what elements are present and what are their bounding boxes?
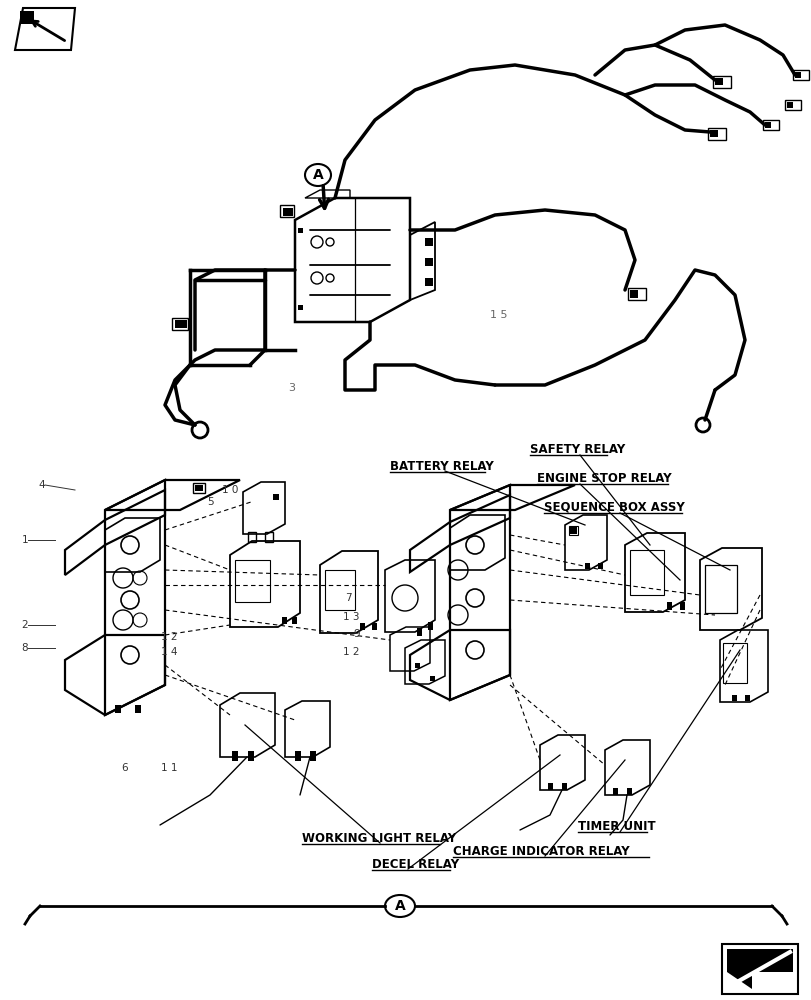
Bar: [414, 663, 419, 668]
Bar: [430, 676, 435, 681]
Bar: [721, 944, 797, 994]
Text: TIMER UNIT: TIMER UNIT: [577, 820, 654, 833]
Bar: [709, 130, 717, 137]
Bar: [292, 617, 297, 624]
Bar: [704, 565, 736, 613]
Bar: [135, 705, 141, 713]
Text: SEQUENCE BOX ASSY: SEQUENCE BOX ASSY: [543, 501, 684, 514]
Bar: [547, 783, 552, 790]
Bar: [629, 290, 637, 298]
Bar: [784, 100, 800, 110]
Text: BATTERY RELAY: BATTERY RELAY: [389, 460, 493, 473]
Bar: [792, 70, 808, 80]
Bar: [232, 751, 238, 761]
Bar: [359, 623, 365, 630]
Text: 1 2: 1 2: [161, 632, 178, 642]
Bar: [707, 128, 725, 140]
Bar: [193, 483, 204, 493]
Text: 1 0: 1 0: [221, 485, 238, 495]
Bar: [234, 560, 270, 602]
Text: 1 2: 1 2: [343, 647, 359, 657]
Bar: [115, 705, 121, 713]
Bar: [195, 485, 203, 491]
Bar: [264, 532, 272, 542]
Text: A: A: [394, 899, 405, 913]
Text: WORKING LIGHT RELAY: WORKING LIGHT RELAY: [302, 832, 456, 845]
Bar: [629, 550, 663, 595]
Bar: [294, 751, 301, 761]
Text: 7: 7: [345, 593, 351, 603]
Bar: [424, 238, 432, 246]
Bar: [666, 602, 672, 610]
Bar: [424, 278, 432, 286]
Bar: [298, 228, 303, 233]
Text: 9: 9: [353, 629, 359, 639]
Ellipse shape: [384, 895, 414, 917]
Bar: [731, 695, 736, 701]
Bar: [597, 563, 603, 569]
Bar: [175, 320, 187, 328]
Bar: [612, 788, 617, 795]
Bar: [569, 527, 577, 534]
Text: 4: 4: [38, 480, 45, 490]
Bar: [283, 208, 293, 216]
Bar: [714, 78, 722, 85]
Text: 1: 1: [21, 535, 28, 545]
Bar: [417, 628, 422, 636]
Bar: [679, 602, 684, 610]
Bar: [764, 122, 770, 128]
Text: 1 1: 1 1: [161, 763, 178, 773]
Polygon shape: [726, 949, 792, 989]
Bar: [561, 783, 566, 790]
Bar: [247, 751, 254, 761]
Bar: [427, 622, 432, 630]
Bar: [281, 617, 286, 624]
Bar: [20, 11, 34, 24]
Bar: [794, 72, 800, 78]
Bar: [786, 102, 792, 108]
Text: SAFETY RELAY: SAFETY RELAY: [530, 443, 624, 456]
Text: 3: 3: [288, 383, 294, 393]
Bar: [722, 643, 746, 683]
Bar: [569, 526, 577, 535]
Text: 1 3: 1 3: [343, 612, 359, 622]
Bar: [712, 76, 730, 88]
Ellipse shape: [305, 164, 331, 186]
Text: 1 5: 1 5: [489, 310, 507, 320]
Text: CHARGE INDICATOR RELAY: CHARGE INDICATOR RELAY: [453, 845, 629, 858]
Text: DECEL RELAY: DECEL RELAY: [371, 858, 458, 871]
Text: 1 4: 1 4: [161, 647, 178, 657]
Bar: [172, 318, 188, 330]
Bar: [626, 788, 631, 795]
Bar: [298, 305, 303, 310]
Bar: [272, 494, 279, 500]
Bar: [324, 570, 354, 610]
Bar: [371, 623, 376, 630]
Text: ENGINE STOP RELAY: ENGINE STOP RELAY: [536, 472, 671, 485]
Bar: [762, 120, 778, 130]
Bar: [744, 695, 749, 701]
Text: A: A: [312, 168, 323, 182]
Bar: [310, 751, 315, 761]
Text: 6: 6: [121, 763, 128, 773]
Bar: [627, 288, 646, 300]
Bar: [584, 563, 590, 569]
Bar: [280, 205, 294, 217]
Text: 5: 5: [207, 497, 214, 507]
Bar: [247, 532, 255, 542]
Bar: [424, 258, 432, 266]
Text: 8: 8: [21, 643, 28, 653]
Text: 2: 2: [21, 620, 28, 630]
